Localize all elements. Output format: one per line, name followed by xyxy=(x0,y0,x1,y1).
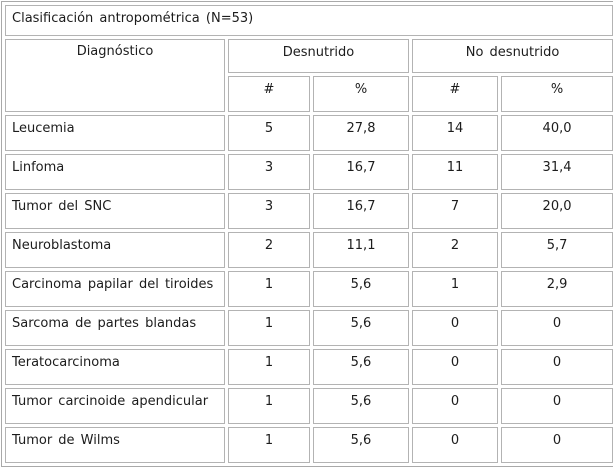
no-desnutrido-count-cell: 11 xyxy=(412,154,498,190)
no-desnutrido-percent-cell: 5,7 xyxy=(501,232,613,268)
sub-header-row: # % # % xyxy=(5,76,613,112)
diagnosis-cell: Sarcoma de partes blandas xyxy=(5,310,225,346)
diagnosis-cell: Tumor de Wilms xyxy=(5,427,225,463)
header-desnutrido: Desnutrido xyxy=(228,39,409,73)
group-header-row: Diagnóstico Desnutrido No desnutrido xyxy=(5,39,613,112)
desnutrido-percent-cell: 27,8 xyxy=(313,115,409,151)
desnutrido-count-cell: 5 xyxy=(228,115,310,151)
table-row: Neuroblastoma 2 11,1 2 5,7 xyxy=(5,232,613,268)
header-desnutrido-percent: % xyxy=(313,76,409,112)
no-desnutrido-percent-cell: 2,9 xyxy=(501,271,613,307)
desnutrido-percent-cell: 16,7 xyxy=(313,193,409,229)
diagnosis-cell: Leucemia xyxy=(5,115,225,151)
desnutrido-percent-cell: 11,1 xyxy=(313,232,409,268)
desnutrido-count-cell: 3 xyxy=(228,154,310,190)
desnutrido-percent-cell: 5,6 xyxy=(313,388,409,424)
header-no-desnutrido-percent: % xyxy=(501,76,613,112)
header-desnutrido-count: # xyxy=(228,76,310,112)
diagnosis-cell: Carcinoma papilar del tiroides xyxy=(5,271,225,307)
table-row: Teratocarcinoma 1 5,6 0 0 xyxy=(5,349,613,385)
desnutrido-percent-cell: 5,6 xyxy=(313,310,409,346)
desnutrido-count-cell: 2 xyxy=(228,232,310,268)
table-row: Sarcoma de partes blandas 1 5,6 0 0 xyxy=(5,310,613,346)
no-desnutrido-percent-cell: 31,4 xyxy=(501,154,613,190)
diagnosis-cell: Tumor del SNC xyxy=(5,193,225,229)
no-desnutrido-percent-cell: 0 xyxy=(501,427,613,463)
desnutrido-count-cell: 1 xyxy=(228,388,310,424)
diagnosis-cell: Neuroblastoma xyxy=(5,232,225,268)
diagnosis-cell: Tumor carcinoide apendicular xyxy=(5,388,225,424)
diagnosis-cell: Teratocarcinoma xyxy=(5,349,225,385)
no-desnutrido-percent-cell: 0 xyxy=(501,388,613,424)
table-title: Clasificación antropométrica (N=53) xyxy=(5,5,613,36)
no-desnutrido-percent-cell: 0 xyxy=(501,349,613,385)
table-row: Tumor de Wilms 1 5,6 0 0 xyxy=(5,427,613,463)
no-desnutrido-percent-cell: 40,0 xyxy=(501,115,613,151)
no-desnutrido-count-cell: 0 xyxy=(412,388,498,424)
desnutrido-count-cell: 1 xyxy=(228,427,310,463)
table-row: Tumor del SNC 3 16,7 7 20,0 xyxy=(5,193,613,229)
no-desnutrido-count-cell: 14 xyxy=(412,115,498,151)
desnutrido-count-cell: 1 xyxy=(228,310,310,346)
table-row: Leucemia 5 27,8 14 40,0 xyxy=(5,115,613,151)
no-desnutrido-percent-cell: 20,0 xyxy=(501,193,613,229)
header-no-desnutrido-count: # xyxy=(412,76,498,112)
desnutrido-percent-cell: 5,6 xyxy=(313,271,409,307)
desnutrido-percent-cell: 5,6 xyxy=(313,349,409,385)
desnutrido-count-cell: 1 xyxy=(228,349,310,385)
title-row: Clasificación antropométrica (N=53) xyxy=(5,5,613,36)
header-diagnosis: Diagnóstico xyxy=(5,39,225,112)
desnutrido-count-cell: 1 xyxy=(228,271,310,307)
table-row: Tumor carcinoide apendicular 1 5,6 0 0 xyxy=(5,388,613,424)
table-row: Carcinoma papilar del tiroides 1 5,6 1 2… xyxy=(5,271,613,307)
no-desnutrido-count-cell: 0 xyxy=(412,427,498,463)
no-desnutrido-count-cell: 2 xyxy=(412,232,498,268)
diagnosis-cell: Linfoma xyxy=(5,154,225,190)
no-desnutrido-count-cell: 1 xyxy=(412,271,498,307)
no-desnutrido-percent-cell: 0 xyxy=(501,310,613,346)
no-desnutrido-count-cell: 0 xyxy=(412,349,498,385)
no-desnutrido-count-cell: 0 xyxy=(412,310,498,346)
desnutrido-count-cell: 3 xyxy=(228,193,310,229)
no-desnutrido-count-cell: 7 xyxy=(412,193,498,229)
table-row: Linfoma 3 16,7 11 31,4 xyxy=(5,154,613,190)
desnutrido-percent-cell: 16,7 xyxy=(313,154,409,190)
header-no-desnutrido: No desnutrido xyxy=(412,39,613,73)
desnutrido-percent-cell: 5,6 xyxy=(313,427,409,463)
